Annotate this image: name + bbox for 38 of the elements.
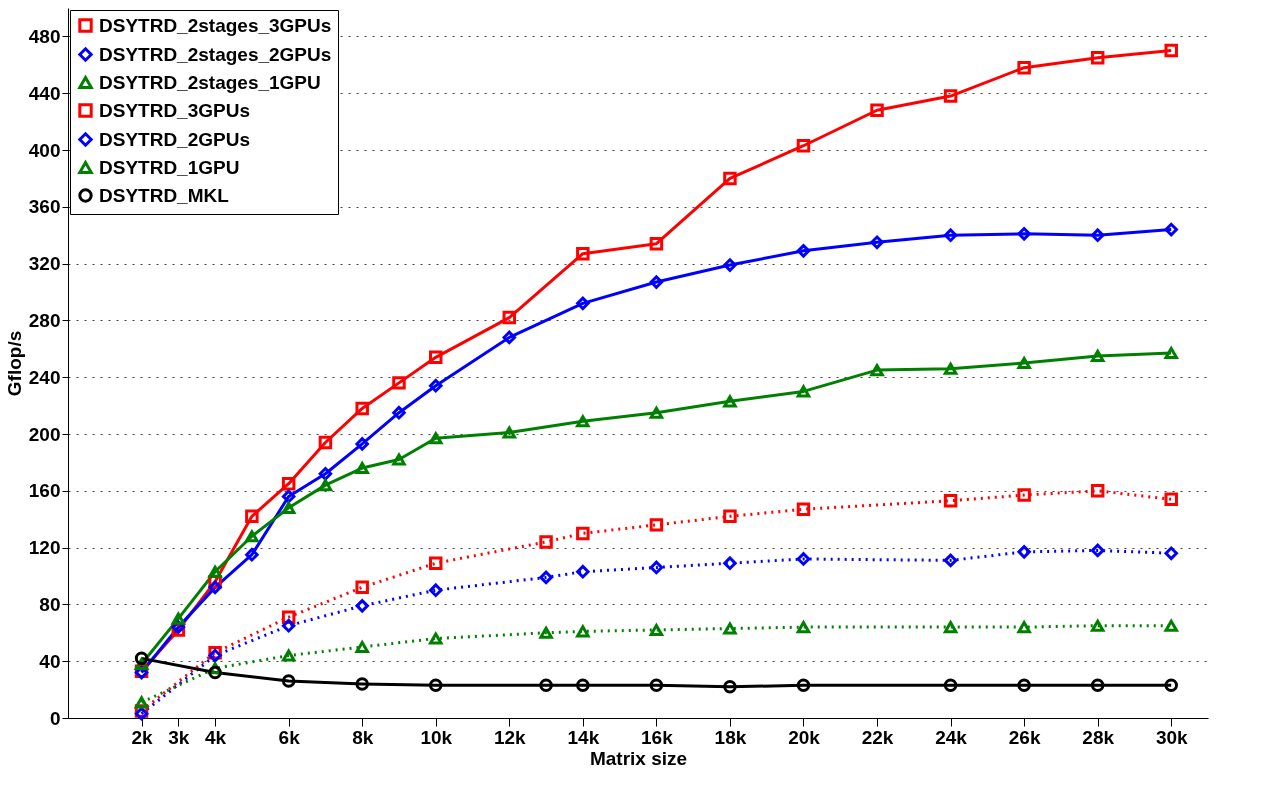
x-tick-label: 8k	[352, 726, 374, 748]
x-tick-label: 3k	[168, 726, 190, 748]
x-axis-title: Matrix size	[589, 747, 688, 769]
x-tick-label: 6k	[278, 726, 301, 748]
x-tick-label: 28k	[1082, 726, 1115, 748]
y-axis-title: Gflop/s	[3, 330, 25, 397]
y-tick-label: 280	[28, 309, 61, 331]
y-tick-label: 40	[39, 650, 61, 672]
legend-label: DSYTRD_2stages_2GPUs	[99, 43, 332, 65]
y-tick-label: 120	[28, 537, 61, 559]
x-tick-label: 18k	[714, 726, 747, 748]
x-tick-label: 14k	[567, 726, 600, 748]
x-tick-label: 12k	[493, 726, 527, 748]
y-tick-label: 200	[28, 423, 61, 445]
y-tick-label: 440	[28, 82, 61, 104]
y-tick-label: 360	[28, 196, 61, 218]
x-tick-label: 30k	[1155, 726, 1189, 748]
y-tick-label: 160	[28, 480, 61, 502]
x-tick-label: 20k	[788, 726, 821, 748]
x-tick-label: 22k	[861, 726, 894, 748]
y-tick-label: 0	[49, 707, 61, 729]
legend-label: DSYTRD_2stages_3GPUs	[99, 14, 332, 36]
legend-label: DSYTRD_2stages_1GPU	[99, 71, 321, 93]
x-tick-label: 10k	[420, 726, 453, 748]
y-tick-label: 480	[28, 25, 61, 47]
legend-label: DSYTRD_2GPUs	[99, 128, 250, 150]
x-tick-label: 24k	[935, 726, 968, 748]
x-tick-label: 26k	[1008, 726, 1041, 748]
x-tick-label: 16k	[641, 726, 674, 748]
y-tick-label: 80	[39, 593, 61, 615]
legend-label: DSYTRD_MKL	[99, 184, 230, 206]
x-tick-label: 4k	[205, 726, 227, 748]
y-tick-label: 400	[28, 139, 61, 161]
legend-label: DSYTRD_1GPU	[99, 156, 240, 178]
y-tick-label: 320	[28, 253, 61, 275]
y-tick-label: 240	[28, 366, 61, 388]
legend-label: DSYTRD_3GPUs	[99, 99, 250, 121]
x-tick-label: 2k	[131, 726, 154, 748]
